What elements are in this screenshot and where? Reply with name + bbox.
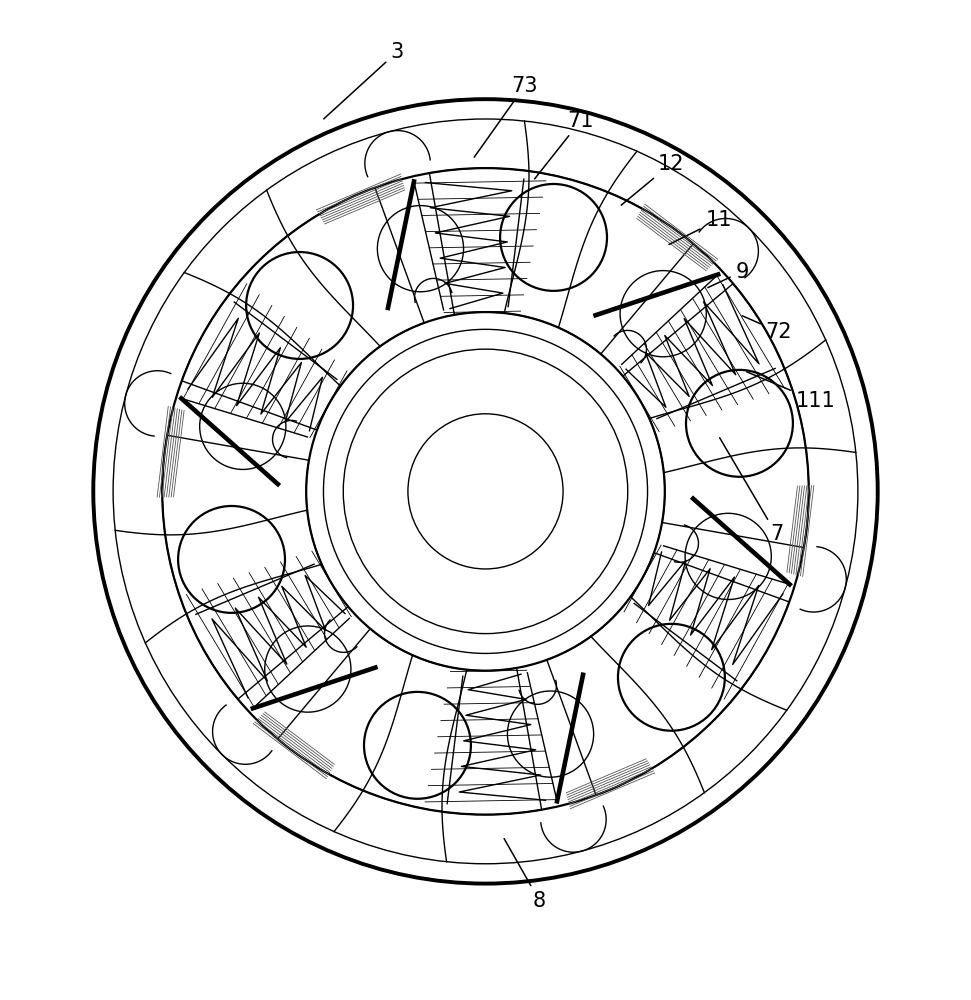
Text: 7: 7 <box>720 438 784 544</box>
Text: 73: 73 <box>474 76 538 157</box>
Text: 72: 72 <box>743 316 792 342</box>
Text: 12: 12 <box>621 154 685 205</box>
Text: 111: 111 <box>747 372 836 411</box>
Text: 3: 3 <box>323 42 404 119</box>
Text: 8: 8 <box>504 839 546 911</box>
Text: 9: 9 <box>708 262 749 288</box>
Text: 11: 11 <box>669 210 732 244</box>
Text: 71: 71 <box>535 111 594 179</box>
